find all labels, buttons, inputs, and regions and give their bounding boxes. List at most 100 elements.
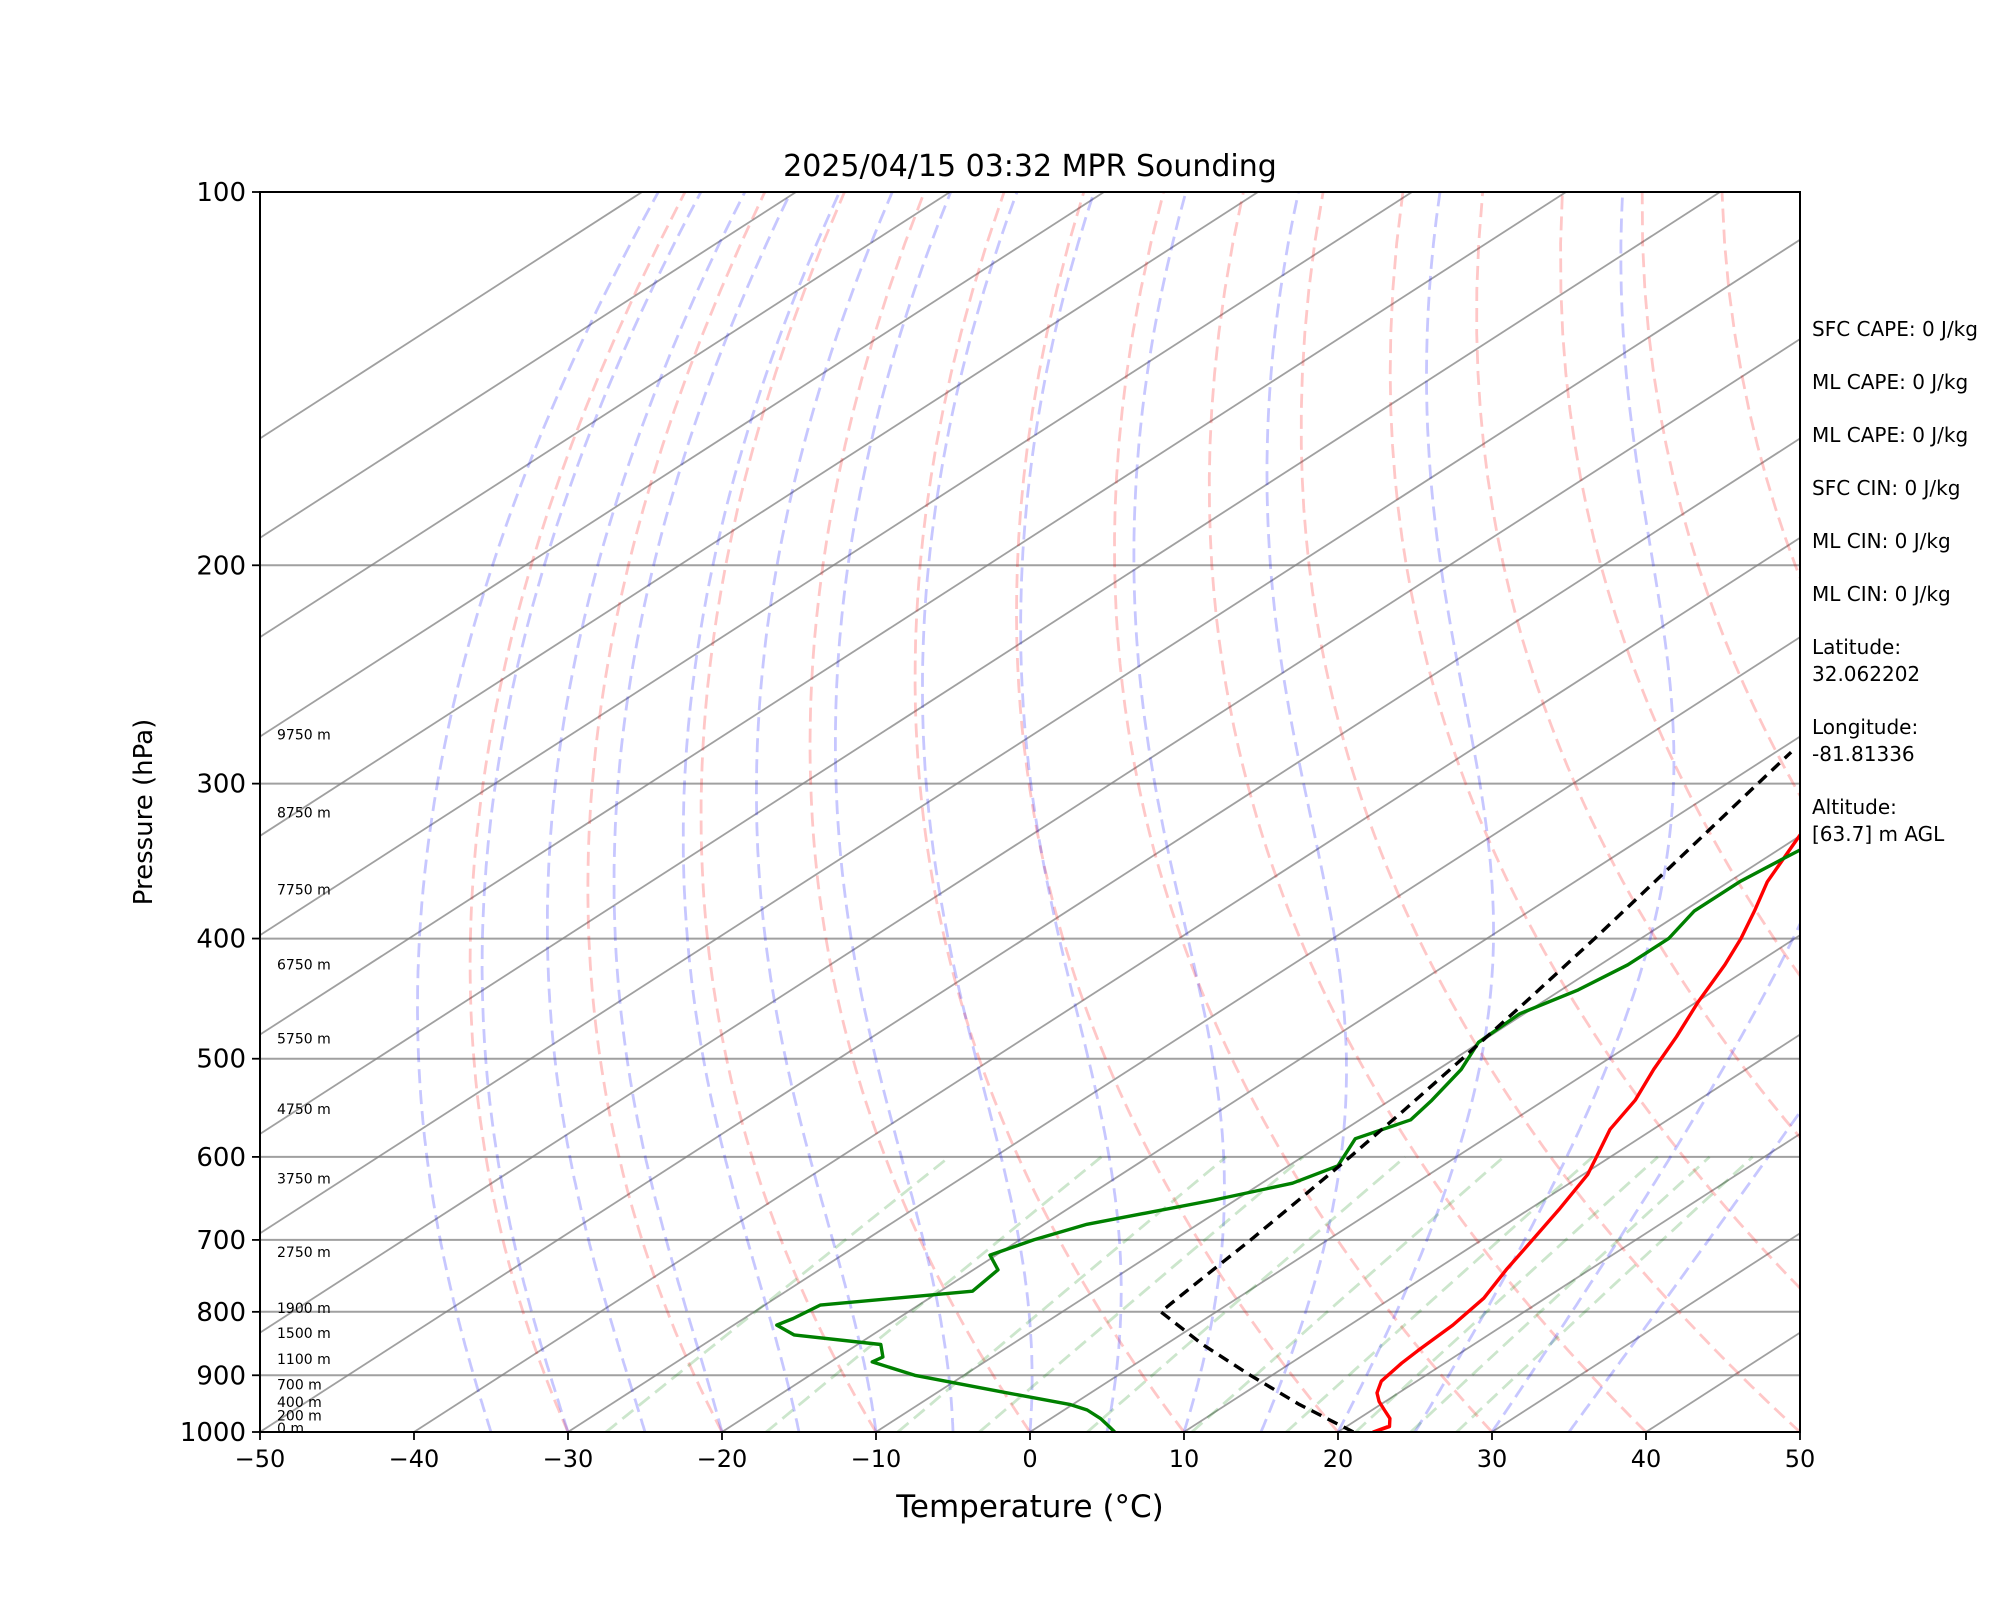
ml-cape-text-2: ML CAPE: 0 J/kg <box>1812 423 1969 447</box>
height-label: 9750 m <box>277 728 331 744</box>
dry-adiabat-line <box>913 192 1186 1432</box>
isotherm-line <box>260 192 1413 937</box>
isotherm-line <box>260 192 797 539</box>
isotherm-line <box>260 437 1800 1432</box>
dewpoint-line <box>775 848 1800 1432</box>
mixing-ratio-line <box>978 1155 1305 1432</box>
dry-adiabat-line <box>586 192 767 1432</box>
y-tick-label: 200 <box>196 551 246 581</box>
height-label: 6750 m <box>277 958 331 974</box>
dry-adiabat-line <box>1015 192 1340 1432</box>
mixing-ratio-line <box>1455 1155 1754 1432</box>
mixing-ratio-line <box>1285 1155 1594 1432</box>
height-label: 3750 m <box>277 1171 331 1187</box>
height-label: 2750 m <box>277 1245 331 1261</box>
isotherm-line <box>260 238 1800 1235</box>
x-tick-label: −40 <box>389 1445 440 1473</box>
moist-adiabat-line <box>480 192 703 1432</box>
axes: −50 −40 −30 −20 −10 0 10 20 30 40 50 100 200 300 400 50… <box>180 178 1815 1473</box>
isotherm-line <box>567 636 1800 1432</box>
temperature-line <box>1371 832 1800 1432</box>
y-tick-label: 900 <box>196 1361 246 1391</box>
moist-adiabat-line <box>1490 920 1800 1432</box>
height-label: 700 m <box>277 1377 322 1393</box>
x-tick-label: −30 <box>543 1445 594 1473</box>
reference-lines <box>260 192 1800 1432</box>
sfc-cin-text: SFC CIN: 0 J/kg <box>1812 476 1961 500</box>
isotherm-line <box>1029 934 1800 1432</box>
dry-adiabat-line <box>1113 192 1494 1432</box>
moist-adiabat-line <box>754 192 894 1432</box>
sounding-info-panel: SFC CAPE: 0 J/kg ML CAPE: 0 J/kg ML CAPE… <box>1812 316 2000 848</box>
chart-title: 2025/04/15 03:32 MPR Sounding <box>783 149 1277 184</box>
dry-adiabat-line <box>699 192 878 1432</box>
isotherm-line <box>260 192 1567 1036</box>
mixing-ratio-line <box>765 1155 1103 1432</box>
data-series <box>775 750 1800 1432</box>
isotherm-line <box>1183 1033 1800 1432</box>
moist-adiabat-line <box>1019 192 1123 1432</box>
y-tick-label: 700 <box>196 1226 246 1256</box>
moist-adiabat-line <box>546 192 747 1432</box>
x-tick-label: −20 <box>697 1445 748 1473</box>
dry-adiabat-line <box>1388 192 1800 1291</box>
dry-adiabat-line <box>1640 192 1800 799</box>
height-label: 400 m <box>277 1395 322 1411</box>
dry-adiabat-line <box>468 192 687 1432</box>
isotherm-line <box>260 192 1105 738</box>
moist-adiabat-line <box>1132 192 1226 1432</box>
dry-adiabat-line <box>808 192 1032 1432</box>
moist-adiabat-line <box>612 192 793 1432</box>
isotherm-line <box>413 536 1800 1432</box>
y-tick-label: 1000 <box>180 1418 246 1448</box>
x-tick-label: 0 <box>1022 1445 1037 1473</box>
y-tick-label: 800 <box>196 1298 246 1328</box>
isotherm-line <box>260 338 1800 1334</box>
x-tick-label: 30 <box>1477 1445 1508 1473</box>
moist-adiabat-line <box>834 192 955 1432</box>
moist-adiabat-line <box>681 192 841 1432</box>
dry-adiabat-line <box>1207 192 1647 1432</box>
altitude-text: Altitude: [63.7] m AGL <box>1812 795 1945 846</box>
x-axis-label: Temperature (°C) <box>895 1489 1164 1525</box>
parcel-line <box>1159 750 1793 1432</box>
isotherm-line <box>260 192 951 639</box>
y-tick-label: 100 <box>196 178 246 208</box>
x-tick-label: 20 <box>1323 1445 1354 1473</box>
ml-cin-text-2: ML CIN: 0 J/kg <box>1812 582 1951 606</box>
dry-adiabat-line <box>1299 192 1800 1432</box>
x-tick-label: 50 <box>1785 1445 1816 1473</box>
mixing-ratio-line <box>1190 1155 1505 1432</box>
moist-adiabat-line <box>1567 1109 1800 1432</box>
ml-cape-text: ML CAPE: 0 J/kg <box>1812 370 1969 394</box>
x-tick-label: 40 <box>1631 1445 1662 1473</box>
moist-adiabat-line <box>1336 192 1495 1432</box>
ml-cin-text: ML CIN: 0 J/kg <box>1812 529 1951 553</box>
longitude-text: Longitude: -81.81336 <box>1812 715 1919 766</box>
height-label: 200 m <box>277 1408 322 1424</box>
isotherm-line <box>721 735 1800 1432</box>
y-tick-label: 500 <box>196 1045 246 1075</box>
isotherm-line <box>260 192 643 440</box>
mixing-ratio-line <box>605 1155 951 1432</box>
dry-adiabat-line <box>1475 192 1800 1140</box>
isotherm-line <box>260 192 1721 1136</box>
moist-adiabat-line <box>921 192 1034 1432</box>
isotherm-line <box>260 192 1259 837</box>
mixing-ratio-line <box>1409 1155 1711 1432</box>
y-tick-label: 400 <box>196 925 246 955</box>
y-tick-label: 300 <box>196 770 246 800</box>
height-label: 1900 m <box>277 1301 331 1317</box>
x-tick-label: −50 <box>235 1445 286 1473</box>
y-axis-label: Pressure (hPa) <box>129 719 159 906</box>
isotherm-line <box>1337 1132 1800 1432</box>
moist-adiabat-line <box>1259 192 1348 1432</box>
height-label: 8750 m <box>277 806 331 822</box>
moist-adiabat-line <box>416 192 660 1432</box>
moist-adiabat-line <box>1413 192 1676 1432</box>
height-label: 4750 m <box>277 1102 331 1118</box>
mixing-ratio-line <box>896 1155 1227 1432</box>
height-label: 5750 m <box>277 1031 331 1047</box>
